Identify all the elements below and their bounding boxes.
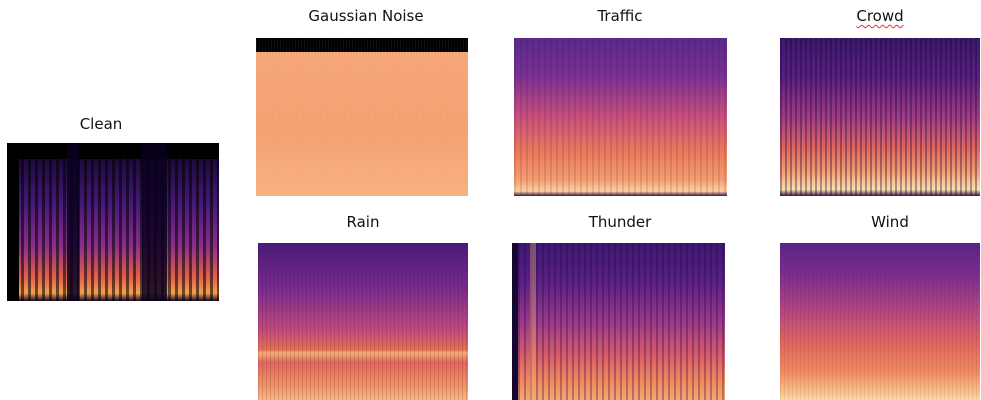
- panel-label: Crowd: [770, 7, 981, 25]
- spectrogram: [780, 243, 980, 400]
- spectrogram: [7, 143, 219, 301]
- figure: Clean Gaussian Noise Traffic Crowd Rain …: [0, 0, 981, 400]
- spectrogram: [512, 243, 725, 400]
- panel-label: Wind: [780, 213, 981, 231]
- label-text: Crowd: [856, 7, 903, 25]
- spectrogram: [258, 243, 468, 400]
- panel-label: Rain: [253, 213, 473, 231]
- spectrogram: [514, 38, 727, 196]
- panel-label: Clean: [0, 115, 211, 133]
- panel-label: Thunder: [510, 213, 730, 231]
- panel-label: Traffic: [510, 7, 730, 25]
- spectrogram: [256, 38, 468, 196]
- spectrogram: [780, 38, 980, 196]
- panel-label: Gaussian Noise: [256, 7, 476, 25]
